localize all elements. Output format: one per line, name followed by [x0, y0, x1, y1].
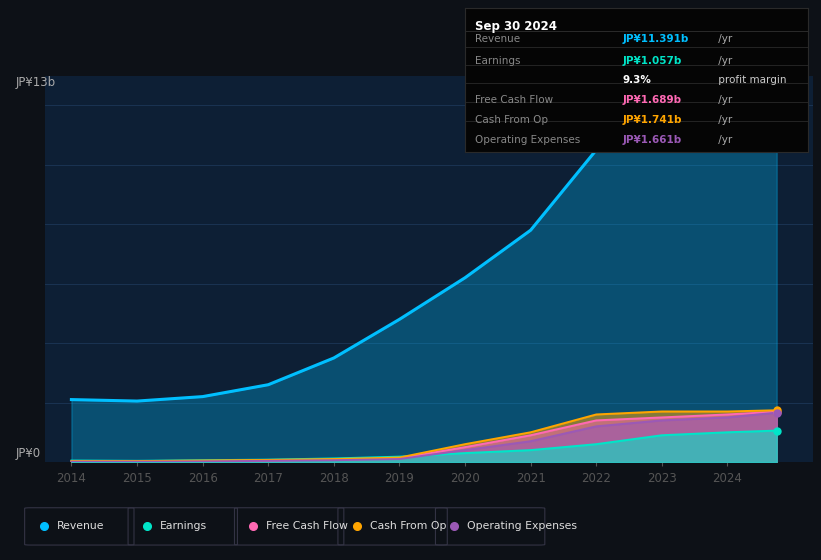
Text: Earnings: Earnings — [160, 521, 207, 531]
Text: /yr: /yr — [715, 115, 732, 125]
Text: JP¥1.661b: JP¥1.661b — [622, 135, 681, 145]
Text: Earnings: Earnings — [475, 56, 521, 66]
Text: Operating Expenses: Operating Expenses — [475, 135, 580, 145]
Text: /yr: /yr — [715, 135, 732, 145]
Text: Operating Expenses: Operating Expenses — [467, 521, 577, 531]
Text: JP¥11.391b: JP¥11.391b — [622, 34, 689, 44]
Text: JP¥1.689b: JP¥1.689b — [622, 95, 681, 105]
Text: Free Cash Flow: Free Cash Flow — [475, 95, 553, 105]
Text: JP¥1.057b: JP¥1.057b — [622, 56, 682, 66]
Text: Sep 30 2024: Sep 30 2024 — [475, 20, 557, 33]
Text: 9.3%: 9.3% — [622, 74, 651, 85]
Text: JP¥0: JP¥0 — [16, 447, 41, 460]
Text: Revenue: Revenue — [57, 521, 104, 531]
Text: Cash From Op: Cash From Op — [475, 115, 548, 125]
Text: /yr: /yr — [715, 34, 732, 44]
Text: JP¥1.741b: JP¥1.741b — [622, 115, 682, 125]
Text: Cash From Op: Cash From Op — [369, 521, 447, 531]
Text: /yr: /yr — [715, 56, 732, 66]
Text: JP¥13b: JP¥13b — [16, 76, 56, 88]
Text: profit margin: profit margin — [715, 74, 787, 85]
Text: /yr: /yr — [715, 95, 732, 105]
Text: Free Cash Flow: Free Cash Flow — [266, 521, 348, 531]
Text: Revenue: Revenue — [475, 34, 521, 44]
